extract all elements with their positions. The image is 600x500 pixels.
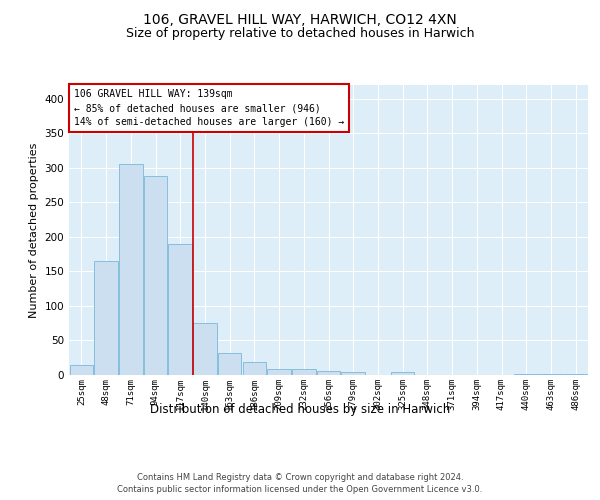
Bar [341,372,365,375]
Bar [564,374,587,375]
Text: Contains public sector information licensed under the Open Government Licence v3: Contains public sector information licen… [118,485,482,494]
Bar [119,164,143,375]
Bar [94,261,118,375]
Bar [242,362,266,375]
Text: 106, GRAVEL HILL WAY, HARWICH, CO12 4XN: 106, GRAVEL HILL WAY, HARWICH, CO12 4XN [143,12,457,26]
Bar [218,353,241,375]
Bar [292,369,316,375]
Bar [539,374,563,375]
Bar [144,176,167,375]
Text: Distribution of detached houses by size in Harwich: Distribution of detached houses by size … [150,402,450,415]
Bar [317,371,340,375]
Text: Size of property relative to detached houses in Harwich: Size of property relative to detached ho… [126,28,474,40]
Bar [268,369,291,375]
Bar [169,244,192,375]
Text: 106 GRAVEL HILL WAY: 139sqm
← 85% of detached houses are smaller (946)
14% of se: 106 GRAVEL HILL WAY: 139sqm ← 85% of det… [74,90,344,128]
Bar [70,366,93,375]
Bar [514,374,538,375]
Bar [193,323,217,375]
Text: Contains HM Land Registry data © Crown copyright and database right 2024.: Contains HM Land Registry data © Crown c… [137,472,463,482]
Bar [391,372,415,375]
Y-axis label: Number of detached properties: Number of detached properties [29,142,39,318]
